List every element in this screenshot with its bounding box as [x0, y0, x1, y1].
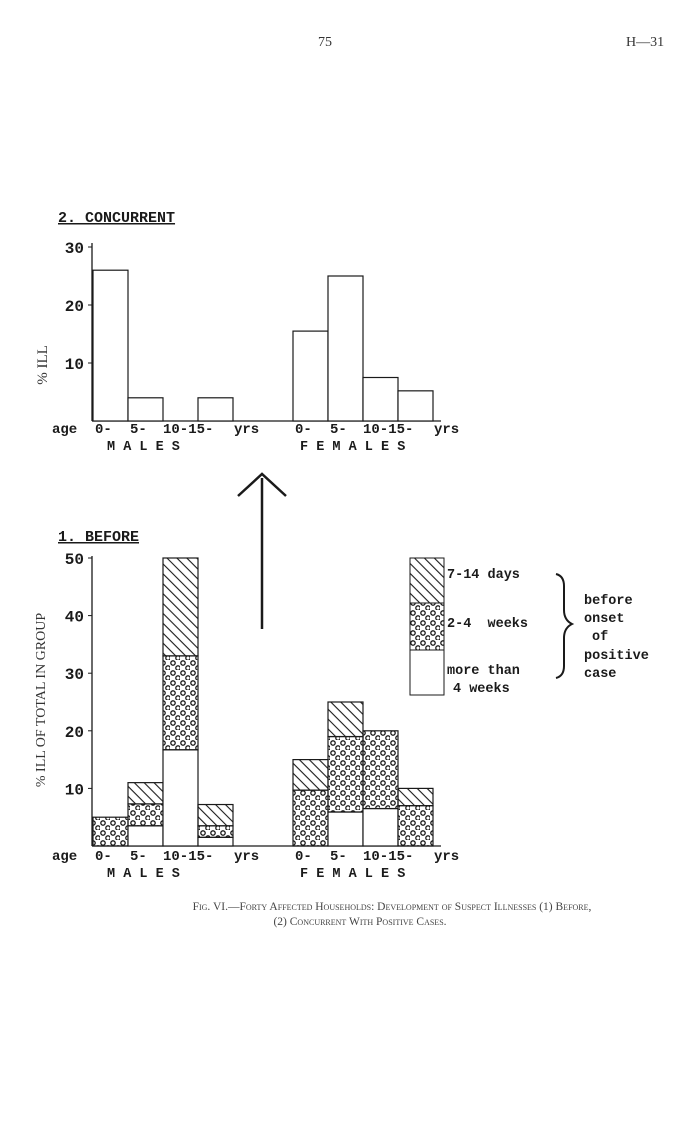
bar [127, 397, 164, 422]
bar-segment-hatch [197, 803, 234, 827]
legend-swatch-hatch [409, 557, 445, 604]
y-tick-label: 40 [65, 609, 84, 627]
x-tick-label: yrs [434, 849, 459, 865]
legend-label: 4 weeks [453, 682, 510, 697]
group-label: F E M A L E S [300, 867, 405, 882]
group-label: M A L E S [107, 867, 180, 882]
bar-segment-hatch [292, 758, 329, 791]
bar-segment-circles [92, 816, 129, 847]
brace-text: of [592, 630, 608, 645]
legend-label: 2-4 weeks [447, 617, 528, 632]
bar-segment-blank [162, 749, 199, 847]
brace-text: before [584, 594, 633, 609]
bar-segment-circles [362, 730, 399, 810]
y-tick-label: 10 [65, 781, 84, 799]
x-tick-label: 5- [130, 849, 147, 865]
legend-swatch-blank [409, 649, 445, 696]
bar-segment-circles [162, 655, 199, 751]
x-tick-label: 10-15- [363, 422, 413, 438]
legend-swatch-circles [409, 602, 445, 651]
legend: 7-14 days 2-4 weeks more than 4 weeks be… [409, 557, 649, 697]
bar [92, 269, 129, 422]
y-tick-label: 20 [65, 724, 84, 742]
x-tick-label: 5- [330, 849, 347, 865]
figure-caption-line2: (2) Concurrent With Positive Cases. [273, 916, 446, 928]
brace-text: positive [584, 649, 649, 664]
document-reference: H—31 [626, 35, 664, 50]
group-label: M A L E S [107, 440, 180, 455]
x-tick-label: 10-15- [163, 422, 213, 438]
bar-segment-circles [292, 789, 329, 847]
bar-segment-circles [127, 803, 164, 827]
bar-segment-blank [327, 811, 364, 847]
bar-segment-circles [327, 735, 364, 813]
bar-segment-hatch [397, 787, 434, 807]
x-tick-label: yrs [234, 422, 259, 438]
chart-title: 2. CONCURRENT [58, 210, 175, 227]
legend-label: 7-14 days [447, 568, 520, 583]
brace-icon [555, 573, 575, 679]
x-tick-label: 0- [95, 849, 112, 865]
bar-segment-hatch [162, 557, 199, 657]
bar-segment-circles [197, 825, 234, 838]
bar-segment-blank [197, 836, 234, 847]
bar [362, 376, 399, 422]
x-tick-label: yrs [234, 849, 259, 865]
x-tick-label: 0- [95, 422, 112, 438]
bar-segment-hatch [127, 782, 164, 805]
bar-segment-blank [362, 807, 399, 847]
x-tick-label: yrs [434, 422, 459, 438]
y-tick-label: 50 [65, 551, 84, 569]
y-tick-label: 10 [65, 356, 84, 374]
concurrent-chart: 2. CONCURRENT 30 20 10 % ILL age 0- 5- 10-15- yrs… [35, 210, 459, 455]
page-number: 75 [318, 35, 332, 50]
y-axis-label: % ILL OF TOTAL IN GROUP [34, 613, 49, 787]
x-tick-label: 10-15- [363, 849, 413, 865]
arrow-icon [237, 472, 287, 629]
bar-segment-blank [127, 825, 164, 847]
y-tick-label: 20 [65, 298, 84, 316]
bar [292, 330, 329, 422]
y-tick-label: 30 [65, 666, 84, 684]
legend-label: more than [447, 664, 520, 679]
brace-text: onset [584, 612, 625, 627]
before-chart: 1. BEFORE 50 40 30 20 10 % ILL OF TOTAL IN GRO… [34, 529, 459, 882]
x-tick-label: 0- [295, 422, 312, 438]
x-tick-label: 5- [130, 422, 147, 438]
bar-segment-hatch [327, 701, 364, 738]
x-tick-label: 10-15- [163, 849, 213, 865]
chart-title: 1. BEFORE [58, 529, 139, 546]
bar [327, 275, 364, 422]
y-tick-label: 30 [65, 240, 84, 258]
x-tick-label: 5- [330, 422, 347, 438]
figure-caption-line1: Fig. VI.—Forty Affected Households: Deve… [193, 901, 592, 913]
group-label: F E M A L E S [300, 440, 405, 455]
x-axis-prefix: age [52, 849, 77, 865]
bar-segment-circles [397, 805, 434, 847]
brace-text: case [584, 667, 616, 682]
bar [197, 397, 234, 422]
x-tick-label: 0- [295, 849, 312, 865]
bar [397, 390, 434, 422]
x-axis-prefix: age [52, 422, 77, 438]
y-axis-label: % ILL [35, 345, 51, 385]
